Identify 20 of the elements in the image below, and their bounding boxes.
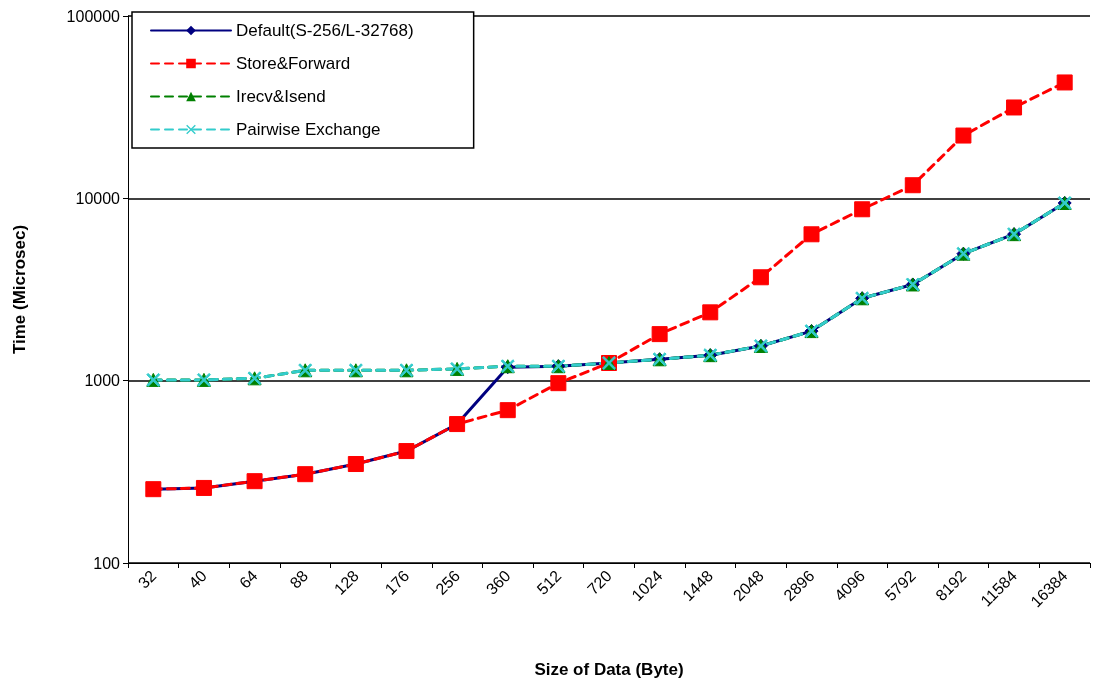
x-axis-title: Size of Data (Byte)	[534, 660, 684, 679]
x-tick-label: 360	[482, 566, 514, 598]
legend-label: Irecv&Isend	[236, 87, 326, 106]
x-tick-label: 128	[330, 566, 362, 598]
x-tick-label: 256	[432, 566, 464, 598]
x-tick-label: 64	[236, 566, 261, 592]
legend-label: Store&Forward	[236, 54, 351, 73]
legend-label: Default(S-256/L-32768)	[236, 21, 414, 40]
x-tick-label: 40	[185, 566, 211, 592]
y-tick-label: 100	[93, 554, 121, 572]
x-tick-label: 88	[286, 566, 312, 592]
x-tick-label: 512	[533, 566, 565, 598]
x-tick-label: 720	[584, 566, 616, 598]
y-tick-label: 1000	[84, 372, 121, 390]
x-tick-label: 176	[381, 566, 413, 598]
y-tick-label: 10000	[75, 189, 121, 207]
legend-label: Pairwise Exchange	[236, 120, 381, 139]
x-tick-label: 32	[134, 566, 160, 592]
y-tick-label: 100000	[66, 7, 121, 25]
y-axis-title: Time (Microsec)	[10, 224, 29, 355]
